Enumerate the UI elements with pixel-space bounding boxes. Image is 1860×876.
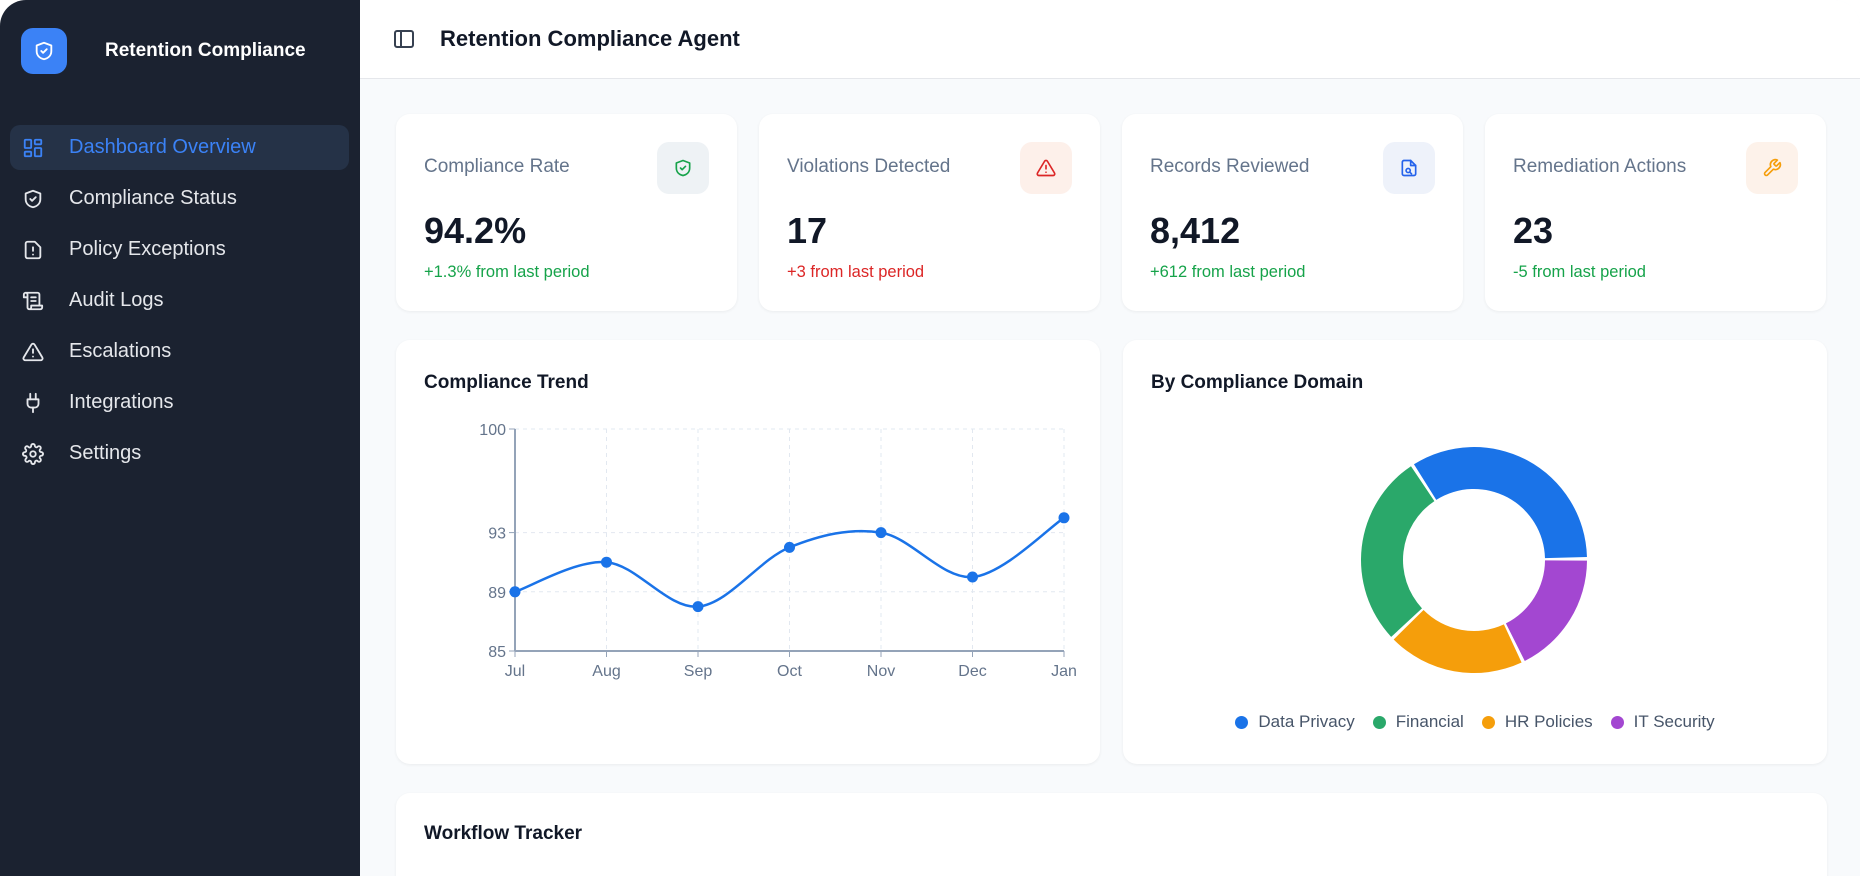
stat-value: 23 [1513,210,1554,251]
stat-change: -5 from last period [1513,263,1646,281]
data-point[interactable] [1058,512,1070,524]
brand-name: Retention Compliance [105,40,306,61]
donut-slice-data-privacy[interactable] [1413,447,1587,559]
layout-grid-icon [23,138,43,157]
y-tick-label: 89 [488,585,506,602]
stat-change: +3 from last period [787,263,925,281]
sidebar-item-label: Integrations [69,391,174,413]
x-tick-label: Sep [684,663,713,680]
sidebar-item-label: Settings [69,442,142,464]
sidebar-item-integrations[interactable]: Integrations [10,380,349,425]
legend-dot [1235,715,1249,729]
file-search-icon [1401,159,1417,177]
scroll-icon [22,291,44,310]
sidebar-item-label: Audit Logs [69,289,164,311]
legend-item[interactable]: HR Policies [1481,712,1593,732]
y-tick-label: 93 [488,526,506,543]
x-tick-label: Jan [1051,663,1077,680]
plug-icon [26,392,40,413]
legend-dot [1372,715,1386,729]
legend-label: IT Security [1633,712,1715,731]
stat-label: Violations Detected [787,156,951,177]
legend-label: Data Privacy [1258,712,1355,731]
sidebar-item-audit-logs[interactable]: Audit Logs [10,278,349,323]
top-header: Retention Compliance Agent [360,0,1860,79]
gear-icon [22,442,44,465]
sidebar-item-escalations[interactable]: Escalations [10,329,349,374]
chart-legend: Data Privacy Financial HR Policies IT Secur… [1123,712,1827,732]
data-point[interactable] [601,556,612,568]
workflow-title: Workflow Tracker [424,823,583,844]
legend-label: HR Policies [1504,712,1593,731]
stat-label: Records Reviewed [1150,156,1310,177]
page-title: Retention Compliance Agent [440,26,740,51]
chart-title: By Compliance Domain [1151,372,1364,393]
data-point[interactable] [967,571,978,583]
sidebar-item-compliance-status[interactable]: Compliance Status [10,176,349,221]
y-tick-label: 100 [479,422,506,439]
y-tick-label: 85 [488,644,506,661]
stat-value: 94.2% [424,210,527,251]
stat-label: Remediation Actions [1513,156,1687,177]
legend-dot [1610,715,1624,729]
stat-card-compliance-rate: Compliance Rate 94.2% +1.3% from last pe… [396,114,737,311]
stat-icon-badge [1746,142,1798,194]
sidebar-item-policy-exceptions[interactable]: Policy Exceptions [10,227,349,272]
shield-check-icon [675,159,691,177]
stat-card-records-reviewed: Records Reviewed 8,412 +612 from last pe… [1122,114,1463,311]
donut-slice-hr-policies[interactable] [1393,609,1522,673]
legend-item[interactable]: Data Privacy [1235,712,1355,732]
compliance-domain-card: By Compliance Domain Data Privacy Financi… [1123,340,1827,764]
wrench-icon [1763,158,1782,177]
legend-dot [1481,715,1495,729]
x-tick-label: Dec [958,663,986,680]
stat-card-remediation-actions: Remediation Actions 23 -5 from last peri… [1485,114,1826,311]
sidebar-item-label: Compliance Status [69,187,237,209]
x-tick-label: Aug [592,663,620,680]
brand: Retention Compliance [21,28,306,74]
sidebar-item-label: Dashboard Overview [69,136,256,158]
sidebar-item-settings[interactable]: Settings [10,431,349,476]
chart-title: Compliance Trend [424,372,589,393]
stat-change: +612 from last period [1150,263,1306,281]
sidebar: Retention Compliance Dashboard Overview C… [0,0,360,876]
sidebar-nav: Dashboard Overview Compliance Status Polic… [10,125,349,482]
warning-triangle-icon [22,342,44,361]
sidebar-item-dashboard-overview[interactable]: Dashboard Overview [10,125,349,170]
legend-item[interactable]: Financial [1372,712,1464,732]
x-tick-label: Jul [505,663,525,680]
shield-logo-icon [21,28,67,74]
sidebar-item-label: Policy Exceptions [69,238,226,260]
data-point[interactable] [509,586,521,598]
data-point[interactable] [692,601,704,613]
donut-slice-financial[interactable] [1361,466,1435,637]
donut-chart [1361,447,1587,673]
stat-icon-badge [1020,142,1072,194]
warning-triangle-icon [1036,159,1056,177]
workflow-tracker-card: Workflow Tracker [396,793,1827,876]
stat-icon-badge [657,142,709,194]
sidebar-toggle-icon[interactable] [392,27,416,51]
sidebar-item-label: Escalations [69,340,172,362]
trend-line [514,516,1065,608]
stat-value: 17 [787,210,828,251]
stat-label: Compliance Rate [424,156,570,177]
shield-check-icon [24,189,42,208]
stat-change: +1.3% from last period [424,263,590,281]
x-tick-label: Nov [867,663,895,680]
data-point[interactable] [784,541,795,553]
compliance-trend-card: Compliance Trend 85 89 93 100 Jul Aug Sep Oct No… [396,340,1100,764]
donut-slice-it-security[interactable] [1505,560,1587,661]
data-point[interactable] [875,527,887,539]
legend-label: Financial [1395,712,1464,731]
legend-item[interactable]: IT Security [1610,712,1715,732]
file-alert-icon [24,240,42,259]
x-tick-label: Oct [777,663,802,680]
line-chart: 85 89 93 100 Jul Aug Sep Oct Nov Dec Jan [479,422,1077,680]
stat-icon-badge [1383,142,1435,194]
stat-card-violations-detected: Violations Detected 17 +3 from last peri… [759,114,1100,311]
stat-value: 8,412 [1150,210,1241,251]
